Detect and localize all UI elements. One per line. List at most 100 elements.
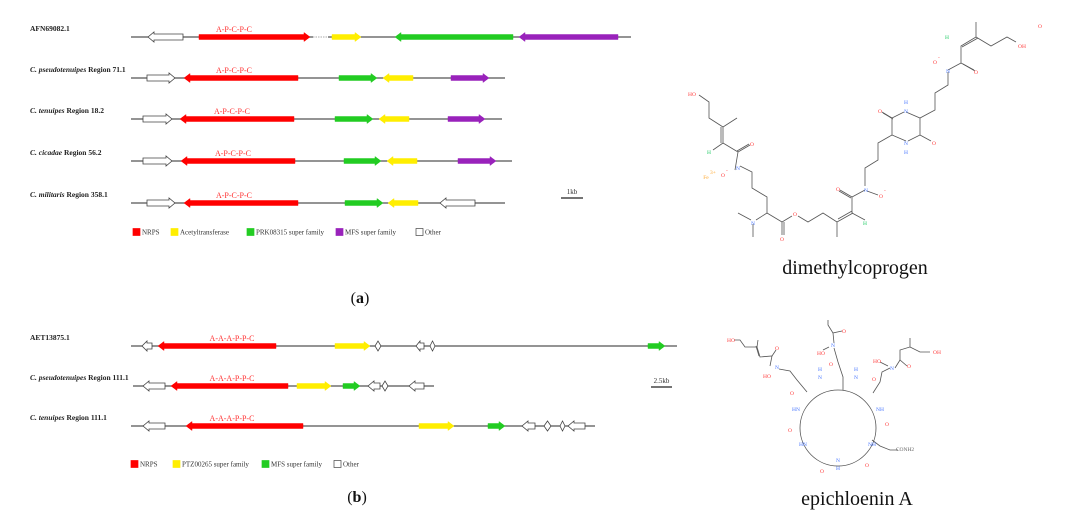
- species-name: C. pseudotenuipes: [30, 373, 88, 382]
- accession-id: AFN69082.1: [30, 24, 70, 33]
- nrps-domain-label: A-P-C-P-C: [216, 191, 252, 200]
- atom-label: H: [945, 35, 949, 41]
- bond: [975, 36, 1017, 47]
- gene-arrow-yellow: [296, 381, 332, 391]
- bond: [781, 215, 793, 235]
- atom-label: H: [863, 221, 867, 227]
- atom-label: O: [836, 187, 840, 193]
- legend-label: PRK08315 super family: [256, 229, 325, 237]
- bond: [882, 112, 894, 120]
- gene-arrow-other: [559, 420, 566, 432]
- bond: [827, 320, 834, 334]
- gene-arrow-green: [334, 114, 374, 124]
- atom-label: O: [780, 237, 784, 243]
- nrps-domain-label: A-P-C-P-C: [214, 107, 250, 116]
- legend-swatch: [333, 460, 342, 468]
- legend-swatch: [246, 228, 255, 236]
- bond: [712, 142, 739, 153]
- bond: [755, 212, 783, 223]
- atom-label: CONH2: [896, 447, 915, 453]
- species-name: C. tenuipes: [30, 106, 66, 115]
- atom-label: N: [818, 375, 822, 381]
- atom-label: N: [831, 343, 835, 349]
- atom-label: HN: [792, 407, 800, 413]
- gene-arrow-other: [567, 420, 586, 432]
- bond: [739, 165, 768, 213]
- panel-b-gene-clusters: AET13875.1 A-A-A-P-P-C C. pseudotenuipes R…: [30, 333, 677, 469]
- bond: [947, 22, 977, 71]
- bond: [755, 345, 760, 357]
- gene-arrow-purple: [457, 156, 497, 166]
- gene-arrow-green: [487, 421, 506, 431]
- gene-arrow-other: [142, 113, 173, 125]
- gene-arrow-nrps: [183, 198, 299, 208]
- atom-label: N: [751, 221, 755, 227]
- nrps-domain-label: A-A-A-P-P-C: [210, 334, 255, 343]
- region-name: Region 71.1: [88, 65, 126, 74]
- bond: [961, 37, 979, 48]
- gene-arrow-yellow: [378, 114, 410, 124]
- gene-arrow-nrps: [157, 341, 277, 351]
- nrps-domain-label: A-P-C-P-C: [216, 25, 252, 34]
- atom-label: N: [890, 366, 894, 372]
- gene-arrow-other: [408, 380, 425, 392]
- gene-arrow-yellow: [334, 341, 371, 351]
- atom-label: HO: [873, 359, 881, 365]
- gene-cluster-row: C. tenuipes Region 111.1 A-A-A-P-P-C: [30, 413, 595, 432]
- atom-label: O: [750, 142, 754, 148]
- gene-arrow-other: [142, 155, 173, 167]
- species-name: C. pseudotenuipes: [30, 65, 88, 74]
- legend-label: MFS super family: [271, 461, 322, 469]
- atom-label: N: [836, 458, 840, 464]
- gene-arrow-nrps: [185, 421, 304, 431]
- bond: [866, 190, 879, 196]
- legend-item: NRPS: [132, 228, 160, 237]
- legend-item: PRK08315 super family: [246, 228, 325, 237]
- cluster-label: C. tenuipes Region 111.1: [30, 413, 107, 422]
- gene-arrow-green: [342, 381, 361, 391]
- legend-item: Other: [333, 460, 360, 469]
- bond: [778, 368, 808, 393]
- bond: [864, 134, 893, 186]
- atom-label: O: [775, 346, 779, 352]
- gene-arrow-other: [543, 420, 552, 432]
- gene-arrow-other: [521, 420, 536, 432]
- bond: [894, 359, 908, 369]
- legend-swatch: [261, 460, 270, 468]
- bond: [756, 339, 759, 348]
- atom-label: HO: [688, 92, 696, 98]
- cluster-label: C. pseudotenuipes Region 111.1: [30, 373, 129, 382]
- cluster-label: C. tenuipes Region 18.2: [30, 106, 104, 115]
- bond: [837, 210, 853, 220]
- accession-id: AET13875.1: [30, 333, 70, 342]
- gene-arrow-other: [147, 31, 184, 43]
- atom-label: 3+: [710, 170, 716, 176]
- cluster-label: AFN69082.1: [30, 24, 70, 33]
- compound-name-dimethylcoprogen: dimethylcoprogen: [782, 257, 928, 279]
- atom-label: NH: [876, 407, 884, 413]
- atom-label: O: [721, 173, 725, 179]
- bond: [832, 330, 843, 344]
- nrps-domain-label: A-P-C-P-C: [215, 149, 251, 158]
- gene-arrow-purple: [450, 73, 490, 83]
- atom-label: HO: [727, 338, 735, 344]
- gene-arrow-other: [374, 340, 382, 352]
- gene-arrow-purple: [447, 114, 486, 124]
- gene-cluster-row: AFN69082.1 A-P-C-P-C: [30, 24, 631, 43]
- cluster-label: C. militaris Region 358.1: [30, 190, 108, 199]
- legend-label: Acetyltransferase: [180, 229, 229, 237]
- atom-label: O: [865, 463, 869, 469]
- atom-label: -: [938, 55, 940, 61]
- atom-label: N: [904, 109, 908, 115]
- atom-label: H: [904, 100, 908, 106]
- nrps-domain-label: A-A-A-P-P-C: [210, 374, 255, 383]
- legend-label: Other: [343, 461, 360, 469]
- bond: [907, 118, 921, 142]
- macrocycle-ring: [799, 389, 877, 467]
- species-name: C. cicadae: [30, 148, 64, 157]
- atom-label: N: [864, 188, 868, 194]
- bond: [879, 361, 889, 367]
- bond: [822, 346, 830, 351]
- atom-label: H: [836, 466, 840, 472]
